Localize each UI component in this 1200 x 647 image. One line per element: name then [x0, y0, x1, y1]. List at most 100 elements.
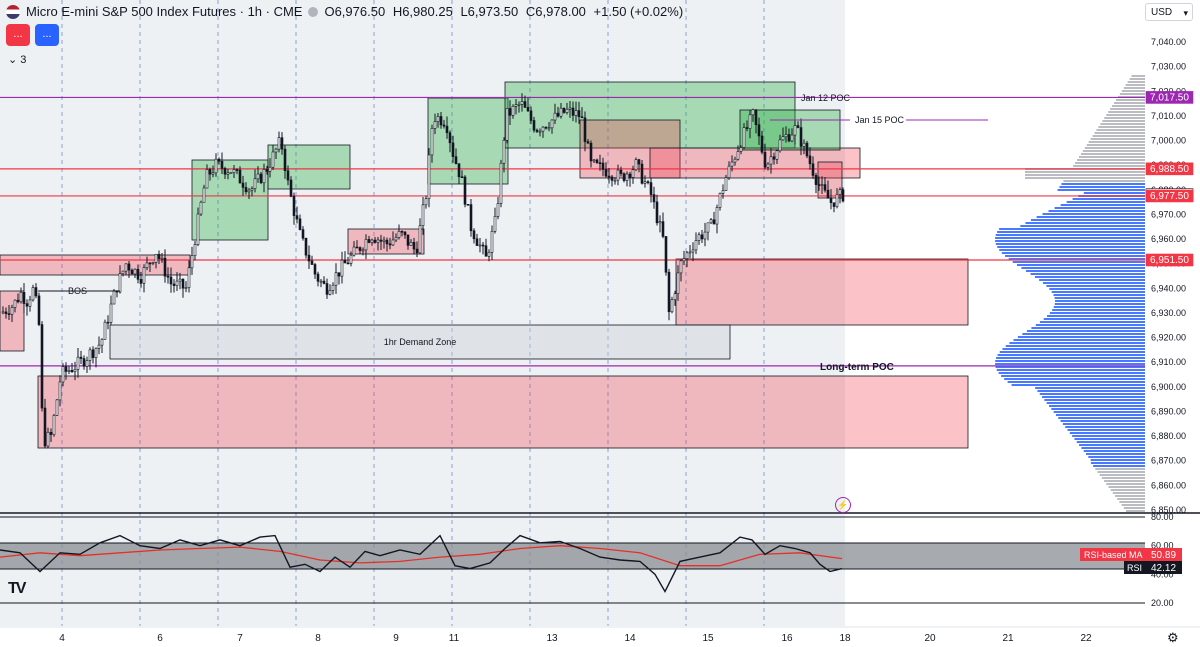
- volume-profile-bar: [1067, 429, 1145, 431]
- zone-box: [427, 97, 509, 185]
- volume-profile-bar: [1063, 180, 1145, 182]
- candle-body: [289, 179, 293, 197]
- time-axis-tick: 4: [59, 633, 65, 644]
- lightning-icon[interactable]: ⚡: [835, 497, 851, 513]
- candle-body: [376, 239, 380, 243]
- volume-profile-bar: [1121, 90, 1145, 92]
- day-separator-lines: [61, 0, 765, 626]
- volume-profile-bar: [1053, 306, 1145, 308]
- candle-body: [199, 201, 203, 215]
- zone-box: [109, 324, 731, 360]
- candle-body: [172, 283, 176, 286]
- candle-body: [511, 105, 515, 116]
- candle-body: [19, 292, 23, 303]
- volume-profile-bar: [1108, 486, 1145, 488]
- sell-button[interactable]: ...: [6, 24, 30, 46]
- volume-profile-bar: [1046, 402, 1145, 404]
- candle-body: [346, 262, 350, 265]
- candle-body: [352, 246, 356, 256]
- candle-body: [406, 234, 410, 246]
- price-axis-tick: 6,920.00: [1151, 333, 1186, 343]
- candle-body: [223, 168, 227, 175]
- zone-box: [37, 375, 969, 449]
- candle-body: [493, 216, 497, 232]
- candle-body: [301, 229, 305, 239]
- candle-body: [226, 172, 230, 175]
- candle-body: [151, 262, 155, 264]
- candle-body: [154, 253, 158, 263]
- volume-profile-bar: [1007, 381, 1145, 383]
- volume-profile-bar: [1030, 219, 1145, 221]
- price-axis-tick: 6,940.00: [1151, 283, 1186, 293]
- volume-profile-bar: [1115, 495, 1145, 497]
- time-axis-tick: 16: [781, 633, 793, 644]
- candle-body: [391, 239, 395, 246]
- candle-body: [280, 137, 284, 150]
- candle-body: [451, 142, 455, 157]
- candle-body: [466, 203, 470, 206]
- candle-body: [748, 114, 752, 129]
- symbol-legend[interactable]: Micro E-mini S&P 500 Index Futures · 1h …: [6, 4, 687, 19]
- candle-body: [28, 299, 32, 307]
- candle-body: [799, 127, 803, 147]
- candle-body: [424, 198, 428, 206]
- candle-body: [670, 299, 674, 313]
- candle-body: [520, 101, 524, 105]
- candle-body: [706, 222, 710, 233]
- candle-body: [322, 280, 326, 284]
- volume-profile-bar: [1060, 420, 1145, 422]
- price-axis-tick: 6,910.00: [1151, 357, 1186, 367]
- rsi-axis-tick: 80.00: [1151, 512, 1174, 522]
- rsi-label: RSI: [1127, 563, 1142, 573]
- candle-body: [31, 287, 35, 301]
- market-status-icon[interactable]: [308, 6, 319, 17]
- volume-profile-bar: [1053, 294, 1145, 296]
- demand-zone-label: 1hr Demand Zone: [384, 337, 457, 347]
- volume-profile-bar: [1059, 186, 1145, 188]
- volume-profile-bar: [1011, 384, 1145, 386]
- candle-body: [214, 158, 218, 174]
- volume-profile-bar: [1013, 339, 1145, 341]
- volume-profile-bar: [1025, 177, 1145, 179]
- settings-gear-icon[interactable]: ⚙: [1167, 630, 1179, 645]
- time-axis[interactable]: 4 6 7 8 9 11 13 14 15 16 18 20 21 22: [59, 633, 1092, 644]
- candle-body: [361, 249, 365, 252]
- rsi-axis-tick: 60.00: [1151, 541, 1174, 551]
- time-axis-tick: 18: [839, 633, 851, 644]
- candle-body: [364, 239, 368, 251]
- candle-body: [436, 116, 440, 122]
- candle-body: [229, 172, 233, 174]
- candle-body: [193, 244, 197, 256]
- candle-body: [16, 299, 20, 303]
- rsi-axis[interactable]: 80.00 60.00 40.00 20.00: [1151, 512, 1174, 608]
- buy-button[interactable]: ...: [35, 24, 59, 46]
- currency-select[interactable]: USD: [1145, 3, 1193, 22]
- volume-profile-bar: [1020, 225, 1145, 227]
- volume-profile-bar: [996, 357, 1145, 359]
- volume-profile-bar: [1086, 453, 1145, 455]
- tradingview-logo[interactable]: TV: [8, 580, 27, 597]
- candle-body: [628, 173, 632, 178]
- indicators-toggle[interactable]: ⌄ 3: [8, 54, 27, 66]
- candle-body: [553, 112, 557, 121]
- volume-profile-bar: [1042, 282, 1145, 284]
- candle-body: [727, 165, 731, 178]
- candle-body: [556, 112, 560, 117]
- volume-profile-bar: [1025, 174, 1145, 176]
- symbol-title[interactable]: Micro E-mini S&P 500 Index Futures · 1h …: [26, 4, 303, 19]
- rsi-label-box: [1124, 561, 1146, 574]
- volume-profile-bar: [1057, 189, 1145, 191]
- volume-profile-bar: [1123, 87, 1145, 89]
- price-axis[interactable]: 7,040.007,030.007,020.007,010.007,000.00…: [1151, 37, 1186, 515]
- candle-body: [439, 116, 443, 126]
- candle-body: [94, 348, 98, 358]
- volume-profile-bar: [1083, 192, 1145, 194]
- rsi-ma-label-box: [1080, 548, 1146, 561]
- candle-body: [169, 276, 173, 285]
- candle-body: [796, 125, 800, 128]
- volume-profile-bar: [1088, 141, 1145, 143]
- volume-profile-bar: [1061, 183, 1145, 185]
- candle-body: [445, 125, 449, 134]
- candle-body: [103, 321, 107, 340]
